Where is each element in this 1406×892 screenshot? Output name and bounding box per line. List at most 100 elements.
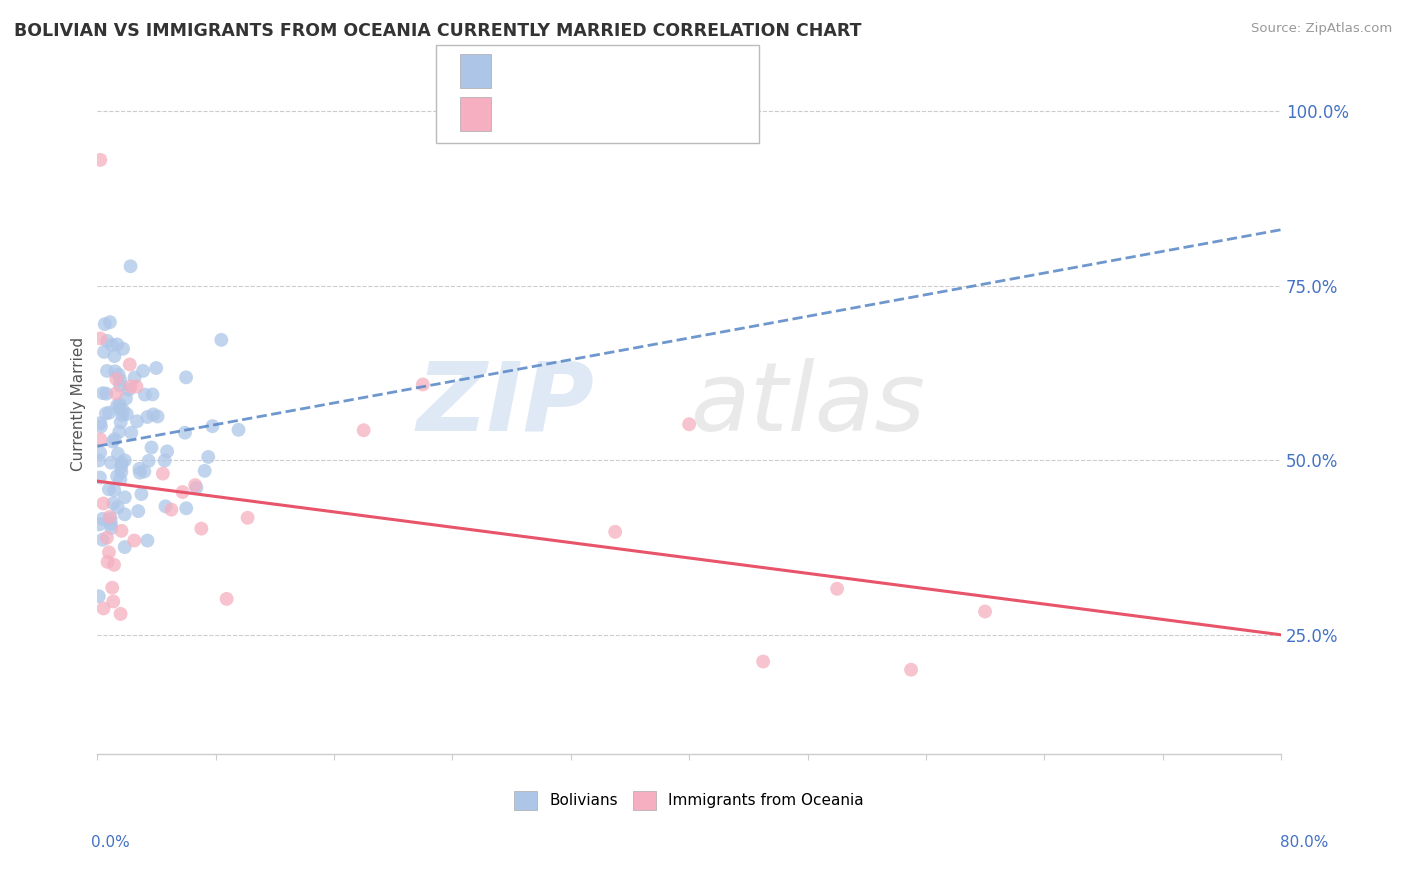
Point xyxy=(120,379,142,393)
Point xyxy=(678,417,700,432)
Point xyxy=(93,496,115,510)
Point xyxy=(110,460,132,475)
Point xyxy=(141,387,163,401)
Point xyxy=(197,450,219,464)
Point xyxy=(201,419,224,434)
Point xyxy=(96,386,118,401)
Point xyxy=(108,378,131,392)
Point xyxy=(110,473,132,487)
Text: atlas: atlas xyxy=(690,358,925,450)
Point xyxy=(174,425,197,440)
Point xyxy=(108,397,131,411)
Point xyxy=(97,483,120,497)
Point xyxy=(103,349,125,363)
Point xyxy=(138,454,160,468)
Point xyxy=(100,456,122,470)
Point xyxy=(174,501,197,516)
Point xyxy=(91,512,114,526)
Point xyxy=(412,377,434,392)
Text: Source: ZipAtlas.com: Source: ZipAtlas.com xyxy=(1251,22,1392,36)
Point xyxy=(131,487,153,501)
Point xyxy=(100,516,122,531)
Point xyxy=(236,510,259,524)
Point xyxy=(115,407,138,421)
Point xyxy=(125,379,148,393)
Point xyxy=(89,331,111,345)
Point xyxy=(103,594,125,608)
Point xyxy=(122,533,145,548)
Point xyxy=(186,481,208,495)
Legend: Bolivians, Immigrants from Oceania: Bolivians, Immigrants from Oceania xyxy=(508,785,870,815)
Point xyxy=(90,419,112,434)
Point xyxy=(100,511,122,525)
Point xyxy=(132,364,155,378)
Point xyxy=(155,500,177,514)
Point xyxy=(105,399,128,413)
Point xyxy=(110,415,132,429)
Point xyxy=(605,524,627,539)
Point xyxy=(91,533,114,547)
Point xyxy=(136,533,159,548)
Point xyxy=(825,582,848,596)
Point xyxy=(156,444,179,458)
Point xyxy=(105,469,128,483)
Point xyxy=(900,663,922,677)
Point xyxy=(107,500,129,515)
Point xyxy=(89,416,111,430)
Point xyxy=(87,589,110,603)
Point xyxy=(100,521,122,535)
Point xyxy=(96,364,118,378)
Point xyxy=(103,558,125,572)
Point xyxy=(108,402,131,417)
Point xyxy=(108,373,131,387)
Point xyxy=(118,383,141,397)
Point xyxy=(110,465,132,479)
Text: 0.0%: 0.0% xyxy=(91,836,131,850)
Point xyxy=(128,462,150,476)
Text: ZIP: ZIP xyxy=(416,358,595,450)
Point xyxy=(115,392,138,406)
Point xyxy=(110,524,132,538)
Point xyxy=(94,407,117,421)
Point xyxy=(114,490,136,504)
Point xyxy=(228,423,250,437)
Point xyxy=(145,361,167,376)
Point xyxy=(134,465,156,479)
Point xyxy=(120,425,142,440)
Point xyxy=(142,408,165,422)
Point xyxy=(215,591,238,606)
Point xyxy=(194,464,217,478)
Point xyxy=(190,522,212,536)
Point xyxy=(89,153,111,167)
Point xyxy=(112,342,135,356)
Text: 80.0%: 80.0% xyxy=(1281,836,1329,850)
Point xyxy=(96,531,118,545)
Point xyxy=(118,358,141,372)
Point xyxy=(127,504,149,518)
Point xyxy=(174,370,197,384)
Point xyxy=(96,555,118,569)
Point xyxy=(105,386,128,401)
Point xyxy=(96,334,118,348)
Point xyxy=(160,502,183,516)
Point xyxy=(103,496,125,510)
Point xyxy=(124,370,146,384)
Point xyxy=(111,456,134,470)
Point xyxy=(103,432,125,446)
Point xyxy=(107,447,129,461)
Point xyxy=(107,368,129,382)
Text: BOLIVIAN VS IMMIGRANTS FROM OCEANIA CURRENTLY MARRIED CORRELATION CHART: BOLIVIAN VS IMMIGRANTS FROM OCEANIA CURR… xyxy=(14,22,862,40)
Text: R =  0.122   N = 87: R = 0.122 N = 87 xyxy=(499,64,657,78)
Point xyxy=(153,453,176,467)
Point xyxy=(114,453,136,467)
Point xyxy=(209,333,232,347)
Point xyxy=(89,517,111,532)
Point xyxy=(128,466,150,480)
Point xyxy=(98,406,121,420)
Point xyxy=(89,433,111,447)
Point xyxy=(98,510,121,524)
Point xyxy=(101,434,124,449)
Point xyxy=(141,441,163,455)
Point xyxy=(98,315,121,329)
Point xyxy=(93,601,115,615)
